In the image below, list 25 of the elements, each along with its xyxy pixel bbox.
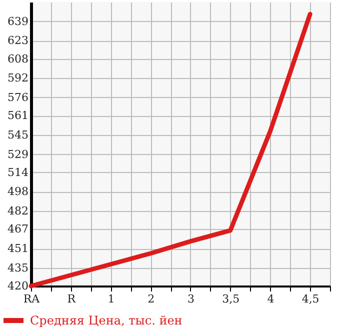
y-tick-label: 592: [8, 72, 28, 85]
y-tick-label: 482: [8, 204, 28, 218]
y-tick-label: 545: [8, 128, 28, 142]
y-tick-label: 639: [8, 14, 28, 28]
y-tick-label: 420: [8, 280, 28, 292]
y-tick-label: 623: [8, 34, 28, 48]
y-tick-label: 514: [8, 166, 28, 179]
x-tick-label: 4,5: [302, 292, 320, 306]
line-series: [28, 12, 312, 288]
y-tick-label: 467: [8, 222, 28, 236]
y-tick-label: 498: [8, 185, 28, 198]
x-tick-label: R: [67, 292, 76, 306]
x-tick-label: 2: [148, 292, 155, 306]
y-tick-label: 608: [8, 52, 28, 66]
x-tick-label: 1: [108, 292, 115, 306]
x-tick-label: 3: [187, 292, 194, 306]
legend-label: Средняя Цена, тыс. йен: [30, 314, 182, 328]
x-tick-label: 4: [267, 292, 274, 306]
y-tick-label: 451: [8, 242, 28, 256]
y-tick-label: 561: [8, 109, 28, 122]
y-tick-label: 435: [8, 261, 28, 274]
x-tick-label: RA: [23, 292, 41, 306]
x-tick-label: 3,5: [222, 292, 240, 306]
y-tick-label: 529: [8, 148, 28, 161]
y-tick-label: 576: [8, 90, 28, 104]
